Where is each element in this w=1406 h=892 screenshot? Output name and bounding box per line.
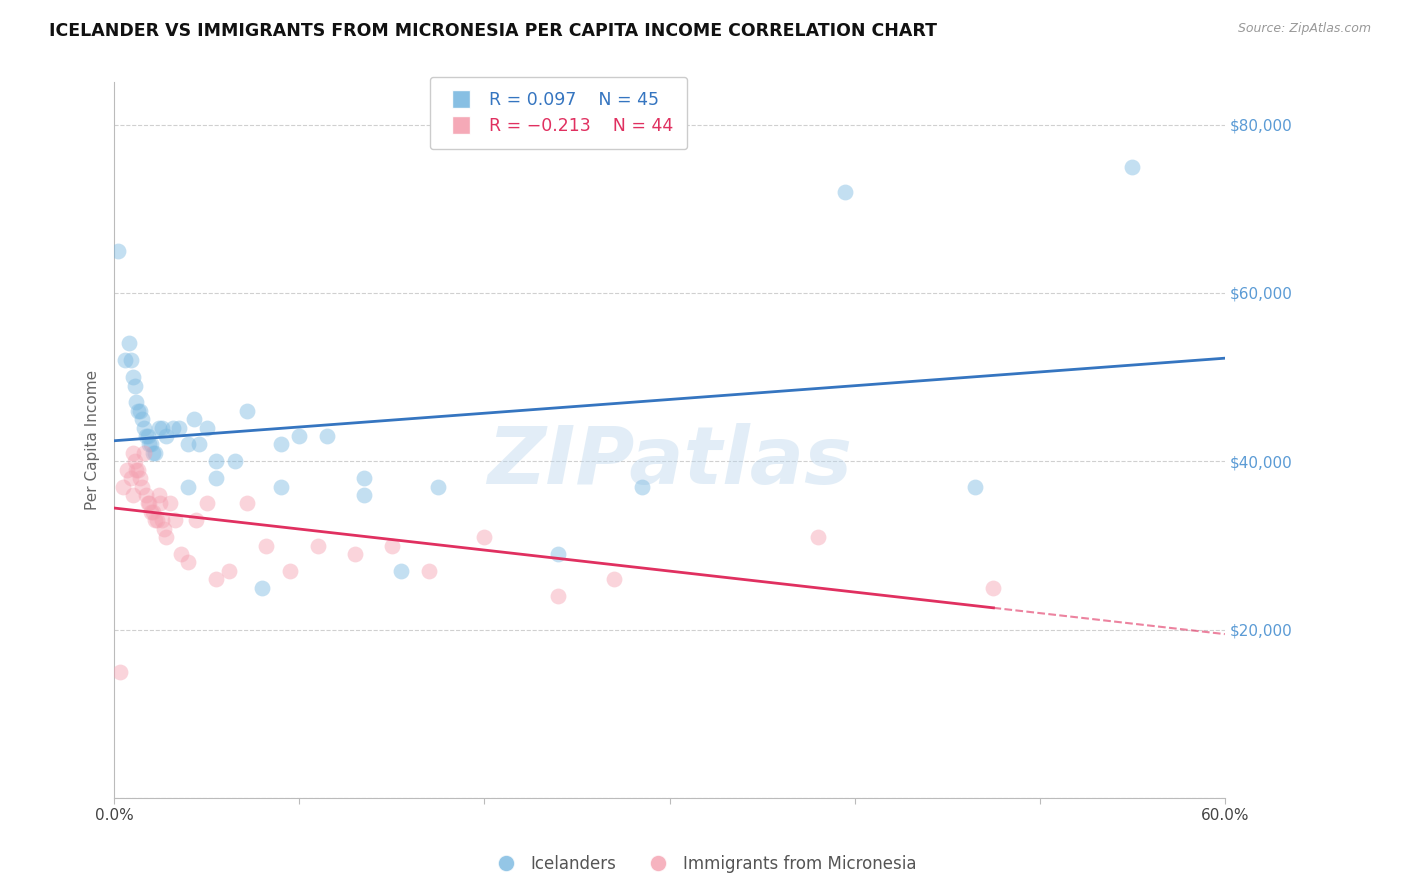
Point (112, 479, 135, 493)
Point (121, 370, 143, 384)
Point (131, 412, 153, 426)
Point (547, 589, 569, 603)
Legend: R = 0.097    N = 45, R = −0.213    N = 44: R = 0.097 N = 45, R = −0.213 N = 44 (430, 77, 688, 149)
Point (381, 539, 404, 553)
Point (343, 547, 366, 561)
Point (983, 581, 1005, 595)
Point (129, 471, 152, 485)
Point (183, 412, 205, 426)
Point (132, 420, 155, 434)
Point (143, 513, 166, 527)
Point (834, 185, 856, 199)
Point (108, 665, 131, 679)
Point (153, 522, 176, 536)
Point (418, 564, 440, 578)
Point (150, 420, 173, 434)
Point (143, 446, 166, 460)
Point (149, 496, 172, 510)
Point (145, 513, 167, 527)
Point (159, 496, 181, 510)
Point (121, 488, 143, 502)
Point (138, 496, 160, 510)
Point (125, 463, 148, 477)
Point (205, 572, 228, 586)
Point (167, 420, 190, 434)
Y-axis label: Per Capita Income: Per Capita Income (86, 370, 100, 510)
Point (120, 353, 142, 368)
Text: Source: ZipAtlas.com: Source: ZipAtlas.com (1237, 22, 1371, 36)
Point (270, 479, 292, 493)
Point (118, 336, 141, 351)
Point (148, 488, 170, 502)
Point (129, 404, 152, 418)
Point (177, 555, 200, 569)
Text: ZIPatlas: ZIPatlas (486, 423, 852, 500)
Point (114, 353, 136, 368)
Point (170, 547, 193, 561)
Point (120, 471, 142, 485)
Point (136, 429, 159, 443)
Point (807, 530, 830, 544)
Point (124, 378, 146, 392)
Point (162, 420, 184, 434)
Point (288, 429, 311, 443)
Point (1121, 160, 1143, 174)
Point (195, 496, 218, 510)
Point (307, 539, 329, 553)
Point (135, 429, 157, 443)
Point (141, 437, 163, 451)
Point (236, 404, 259, 418)
Point (224, 454, 246, 468)
Point (184, 513, 207, 527)
Point (148, 420, 170, 434)
Point (963, 479, 986, 493)
Point (131, 479, 153, 493)
Point (132, 446, 155, 460)
Point (138, 437, 160, 451)
Point (127, 463, 149, 477)
Point (141, 505, 163, 519)
Point (142, 505, 165, 519)
Point (254, 539, 277, 553)
Point (316, 429, 339, 443)
Point (177, 437, 200, 451)
Point (135, 488, 157, 502)
Point (188, 437, 211, 451)
Point (547, 547, 569, 561)
Legend: Icelanders, Immigrants from Micronesia: Icelanders, Immigrants from Micronesia (482, 848, 924, 880)
Point (205, 454, 228, 468)
Point (353, 488, 375, 502)
Point (427, 479, 450, 493)
Point (165, 513, 187, 527)
Point (630, 479, 652, 493)
Text: ICELANDER VS IMMIGRANTS FROM MICRONESIA PER CAPITA INCOME CORRELATION CHART: ICELANDER VS IMMIGRANTS FROM MICRONESIA … (49, 22, 938, 40)
Point (353, 471, 375, 485)
Point (136, 496, 159, 510)
Point (177, 479, 200, 493)
Point (127, 404, 149, 418)
Point (115, 463, 138, 477)
Point (236, 496, 259, 510)
Point (603, 572, 626, 586)
Point (195, 420, 218, 434)
Point (121, 446, 143, 460)
Point (389, 564, 412, 578)
Point (107, 244, 129, 258)
Point (270, 437, 292, 451)
Point (142, 446, 165, 460)
Point (124, 454, 146, 468)
Point (278, 564, 301, 578)
Point (155, 429, 177, 443)
Point (252, 581, 274, 595)
Point (218, 564, 240, 578)
Point (205, 471, 228, 485)
Point (150, 513, 173, 527)
Point (474, 530, 496, 544)
Point (155, 530, 177, 544)
Point (125, 395, 148, 409)
